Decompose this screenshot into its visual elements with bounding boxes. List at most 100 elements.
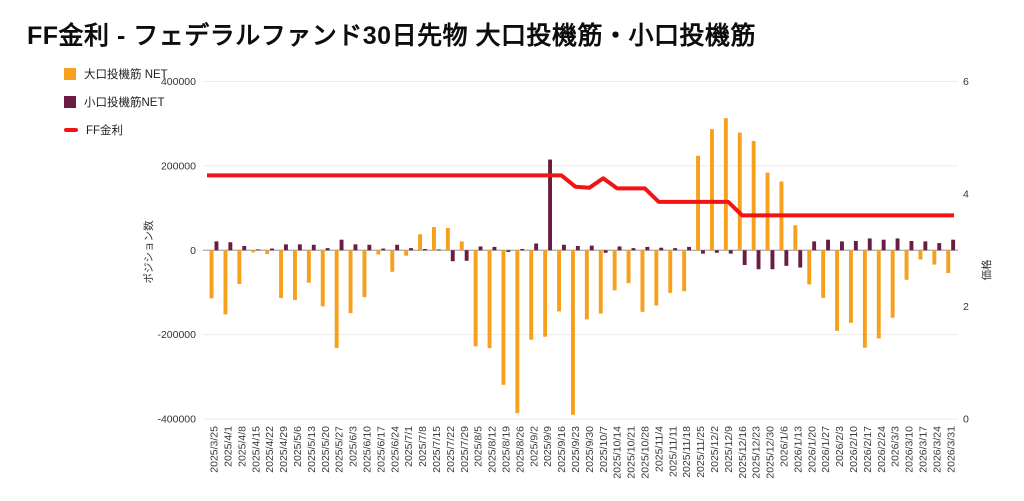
ff-rate-line bbox=[207, 173, 954, 218]
right-axis-tick-label: 6 bbox=[963, 76, 969, 88]
large-speculators-swatch-icon bbox=[64, 68, 76, 80]
bar bbox=[640, 250, 645, 312]
bar bbox=[770, 250, 775, 270]
bar bbox=[390, 250, 395, 272]
x-axis-date-label: 2025/6/24 bbox=[389, 426, 401, 473]
x-axis-date-label: 2026/1/20 bbox=[806, 426, 818, 473]
x-axis-date-label: 2025/9/16 bbox=[556, 426, 568, 473]
bar bbox=[598, 250, 603, 314]
bar bbox=[853, 240, 858, 251]
bar bbox=[501, 250, 506, 385]
bar bbox=[756, 250, 761, 270]
bar bbox=[937, 243, 942, 251]
small-speculators-bars bbox=[214, 159, 956, 270]
x-axis-date-label: 2025/12/9 bbox=[723, 426, 735, 473]
bar bbox=[279, 250, 283, 298]
legend-label: 小口投機筋NET bbox=[84, 97, 165, 109]
bar bbox=[589, 245, 594, 251]
bar bbox=[918, 250, 923, 260]
bar bbox=[459, 241, 464, 251]
x-axis-date-label: 2025/8/26 bbox=[514, 426, 526, 473]
x-axis-date-label: 2026/2/17 bbox=[862, 426, 874, 473]
bar bbox=[714, 250, 719, 253]
bar bbox=[742, 250, 747, 266]
x-axis-date-label: 2025/8/12 bbox=[487, 426, 499, 473]
bar bbox=[728, 250, 733, 254]
bar bbox=[932, 250, 937, 265]
bar bbox=[423, 248, 427, 251]
x-axis-date-label: 2026/3/3 bbox=[890, 426, 902, 467]
bar bbox=[723, 118, 728, 251]
bar bbox=[645, 246, 650, 251]
legend-label: 大口投機筋 NET bbox=[84, 69, 168, 81]
bar bbox=[603, 250, 608, 253]
x-axis-date-label: 2026/1/13 bbox=[792, 426, 804, 473]
bar bbox=[654, 250, 659, 306]
bar bbox=[710, 129, 714, 251]
left-axis-tick-label: 0 bbox=[190, 245, 196, 257]
x-axis-date-label: 2025/4/15 bbox=[250, 426, 262, 473]
small-speculators-swatch-icon bbox=[64, 96, 76, 108]
bar bbox=[515, 250, 520, 414]
large-speculators-bars bbox=[209, 118, 951, 415]
bar bbox=[228, 242, 233, 251]
bar bbox=[909, 240, 914, 251]
left-axis-title: ポジション数 bbox=[142, 220, 155, 283]
bar bbox=[381, 248, 386, 251]
bar bbox=[339, 239, 344, 251]
bar bbox=[409, 248, 413, 251]
right-axis-tick-label: 2 bbox=[963, 301, 969, 313]
bar bbox=[251, 250, 256, 253]
x-axis-date-label: 2025/8/5 bbox=[473, 426, 485, 467]
legend-item-ff-rate[interactable]: FF金利 bbox=[64, 122, 168, 138]
x-axis-date-label: 2026/1/6 bbox=[779, 426, 791, 467]
x-axis-date-label: 2025/11/4 bbox=[653, 426, 665, 472]
x-axis-date-label: 2026/2/10 bbox=[848, 426, 860, 473]
bar bbox=[320, 250, 325, 307]
bar bbox=[821, 250, 826, 298]
x-axis-date-label: 2025/12/16 bbox=[737, 426, 749, 479]
bar bbox=[951, 239, 956, 251]
x-axis-date-label: 2025/12/23 bbox=[751, 426, 763, 479]
bar bbox=[617, 246, 622, 251]
x-axis-date-label: 2025/11/18 bbox=[681, 426, 693, 478]
bar bbox=[520, 248, 525, 251]
x-axis-labels: 2025/3/25 2025/4/1 2025/4/8 2025/4/15 2025/4… bbox=[209, 426, 958, 479]
x-axis-date-label: 2025/9/2 bbox=[528, 426, 540, 467]
bar bbox=[737, 132, 742, 251]
bar bbox=[348, 250, 353, 314]
bar bbox=[798, 250, 803, 268]
legend-label: FF金利 bbox=[86, 125, 124, 137]
x-axis-date-label: 2025/12/2 bbox=[709, 426, 721, 473]
x-axis-date-label: 2025/7/1 bbox=[403, 426, 415, 467]
bar bbox=[765, 172, 770, 251]
left-axis-ticks: 400000 200000 0 -200000 -400000 bbox=[157, 76, 196, 426]
left-axis-tick-label: -200000 bbox=[157, 329, 196, 341]
bar bbox=[626, 250, 631, 284]
bar bbox=[862, 250, 867, 348]
bar bbox=[946, 250, 951, 274]
x-axis-date-label: 2025/10/14 bbox=[612, 426, 624, 479]
bar bbox=[571, 250, 575, 415]
chart-legend: 大口投機筋 NET 小口投機筋NET FF金利 bbox=[64, 66, 168, 138]
bar bbox=[362, 250, 367, 298]
bar bbox=[557, 250, 561, 312]
left-axis-tick-label: -400000 bbox=[157, 414, 196, 426]
x-axis-date-label: 2025/12/30 bbox=[765, 426, 777, 479]
legend-item-large-speculators[interactable]: 大口投機筋 NET bbox=[64, 66, 168, 82]
bar bbox=[223, 250, 228, 315]
bar bbox=[492, 246, 497, 251]
bar bbox=[923, 241, 928, 251]
legend-item-small-speculators[interactable]: 小口投機筋NET bbox=[64, 94, 168, 110]
bar bbox=[404, 250, 409, 256]
bar bbox=[562, 244, 566, 251]
bar bbox=[376, 250, 381, 255]
x-axis-date-label: 2025/7/29 bbox=[459, 426, 471, 473]
bar bbox=[849, 250, 853, 323]
page-title: FF金利 - フェデラルファンド30日先物 大口投機筋・小口投機筋 bbox=[27, 22, 757, 50]
x-axis-date-label: 2026/2/24 bbox=[876, 426, 888, 473]
bar bbox=[807, 250, 812, 285]
bar bbox=[904, 250, 909, 280]
bar bbox=[487, 250, 492, 349]
bar bbox=[478, 246, 483, 251]
